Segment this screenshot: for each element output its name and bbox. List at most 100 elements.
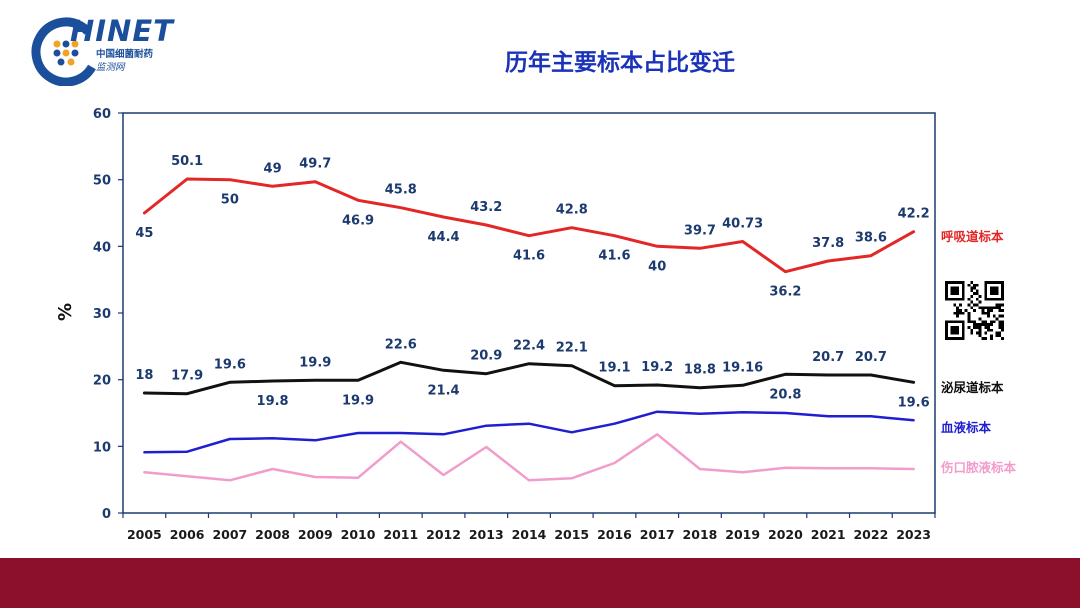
chinet-logo	[31, 17, 101, 86]
logo-dot-icon	[53, 49, 61, 57]
qr-module	[973, 325, 976, 329]
qr-module	[998, 309, 1002, 312]
qr-module	[1001, 337, 1004, 340]
series-line-wound	[143, 433, 915, 482]
data-label-urinary: 19.9	[299, 355, 331, 370]
qr-module	[975, 303, 979, 307]
qr-module	[967, 314, 971, 318]
qr-module	[992, 320, 996, 324]
qr-module	[984, 323, 988, 326]
qr-module	[978, 306, 982, 310]
data-label-urinary: 21.4	[427, 383, 459, 398]
data-label-urinary: 17.9	[171, 369, 203, 384]
qr-module	[989, 306, 993, 310]
data-label-urinary: 18.8	[684, 363, 716, 378]
data-label-respiratory: 42.8	[556, 203, 588, 218]
qr-module	[973, 320, 976, 324]
qr-module	[970, 281, 974, 284]
data-label-urinary: 18	[135, 368, 153, 383]
x-tick-label: 2009	[298, 527, 333, 542]
qr-module	[1001, 314, 1004, 318]
data-label-urinary: 19.8	[257, 394, 289, 409]
qr-module	[1001, 320, 1004, 324]
legend-entry-wound: 伤口脓液标本	[940, 460, 1017, 475]
qr-module	[981, 323, 985, 326]
qr-module	[970, 289, 974, 293]
data-label-urinary: 19.6	[898, 395, 930, 410]
qr-module	[959, 311, 962, 315]
y-tick-label: 30	[93, 307, 111, 322]
logo-dot-icon	[71, 49, 79, 57]
qr-module	[998, 323, 1002, 326]
y-tick-label: 20	[93, 374, 111, 389]
logo-dot-icon	[67, 58, 75, 66]
data-label-respiratory: 45.8	[385, 183, 417, 198]
data-label-respiratory: 41.6	[513, 249, 545, 264]
legend-entry-respiratory: 呼吸道标本	[941, 229, 1004, 244]
qr-module	[995, 317, 999, 321]
data-label-urinary: 22.1	[556, 341, 588, 356]
x-tick-label: 2014	[512, 527, 547, 542]
qr-module	[1001, 303, 1004, 307]
qr-module	[989, 320, 993, 324]
data-label-respiratory: 38.6	[855, 231, 887, 246]
qr-module	[970, 295, 974, 298]
qr-module	[989, 323, 993, 326]
legend-entry-urinary: 泌尿道标本	[941, 380, 1004, 395]
qr-module	[987, 325, 990, 329]
qr-module	[973, 309, 976, 312]
series-layer	[142, 177, 916, 482]
qr-finder	[989, 286, 999, 296]
x-tick-label: 2019	[725, 527, 760, 542]
qr-module	[984, 331, 988, 335]
qr-module	[973, 303, 976, 307]
qr-module	[961, 311, 965, 315]
x-tick-label: 2022	[853, 527, 888, 542]
qr-module	[973, 283, 976, 287]
qr-module	[978, 325, 982, 329]
data-label-respiratory: 44.4	[427, 230, 459, 245]
data-label-urinary: 20.7	[812, 350, 844, 365]
qr-module	[967, 303, 971, 307]
x-tick-label: 2016	[597, 527, 632, 542]
qr-module	[995, 334, 999, 338]
qr-module	[998, 306, 1002, 310]
qr-module	[984, 311, 988, 315]
x-tick-label: 2006	[170, 527, 205, 542]
qr-module	[975, 283, 979, 287]
y-axis-label: %	[55, 303, 76, 321]
data-label-respiratory: 40.73	[722, 216, 763, 231]
qr-module	[998, 314, 1002, 318]
x-tick-label: 2013	[469, 527, 504, 542]
qr-module	[1001, 328, 1004, 332]
plot-frame	[122, 112, 936, 514]
qr-module	[970, 300, 974, 304]
qr-module	[959, 303, 962, 307]
data-label-urinary: 19.2	[641, 360, 673, 375]
y-tick-label: 50	[93, 174, 111, 189]
logo-ring-icon	[31, 17, 101, 86]
data-label-urinary: 19.1	[598, 361, 630, 376]
qr-module	[978, 331, 982, 335]
data-label-respiratory: 36.2	[769, 285, 801, 300]
logo-dot-icon	[62, 40, 70, 48]
qr-module	[973, 323, 976, 326]
qr-module	[975, 297, 979, 301]
qr-module	[987, 323, 990, 326]
qr-module	[984, 320, 988, 324]
x-tick-label: 2010	[341, 527, 376, 542]
qr-module	[998, 331, 1002, 335]
y-tick-label: 10	[93, 440, 111, 455]
qr-module	[992, 306, 996, 310]
qr-module	[970, 320, 974, 324]
logo-text: HINET	[70, 14, 174, 48]
x-tick-label: 2021	[811, 527, 846, 542]
qr-module	[975, 289, 979, 293]
logo-dot-icon	[71, 40, 79, 48]
logo-subtitle-2: 监测网	[96, 62, 125, 73]
qr-module	[978, 300, 982, 304]
qr-module	[989, 328, 993, 332]
qr-module	[967, 317, 971, 321]
qr-module	[981, 309, 985, 312]
qr-module	[981, 337, 985, 340]
